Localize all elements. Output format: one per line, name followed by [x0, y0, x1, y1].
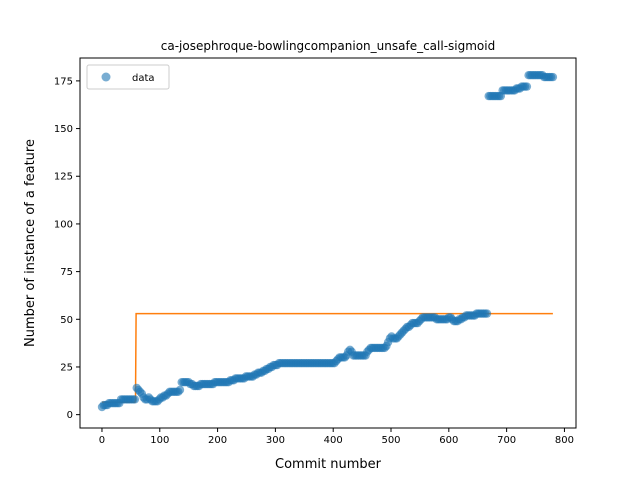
plot-area	[97, 71, 558, 412]
x-tick-label: 300	[266, 435, 285, 446]
axes-frame	[79, 57, 577, 429]
x-tick-label: 100	[150, 435, 169, 446]
data-point	[175, 385, 185, 395]
x-tick-label: 200	[208, 435, 227, 446]
data-point	[548, 72, 558, 82]
legend: data	[86, 64, 170, 90]
y-tick-label: 50	[60, 315, 73, 326]
legend-marker-data	[101, 72, 111, 82]
chart-title: ca-josephroque-bowlingcompanion_unsafe_c…	[161, 39, 495, 53]
y-tick-label: 175	[54, 76, 73, 87]
x-tick-label: 600	[439, 435, 458, 446]
x-tick-label: 700	[497, 435, 516, 446]
y-tick-label: 75	[60, 267, 73, 278]
x-tick-label: 400	[324, 435, 343, 446]
y-tick-label: 25	[60, 362, 73, 373]
data-point	[130, 395, 140, 404]
y-tick-label: 150	[54, 124, 73, 135]
legend-box	[86, 64, 170, 90]
y-tick-label: 100	[54, 219, 73, 230]
x-tick-label: 500	[381, 435, 400, 446]
x-tick-label: 0	[99, 435, 105, 446]
data-point	[482, 309, 492, 318]
x-axis-label: Commit number	[275, 457, 382, 472]
y-tick-label: 0	[67, 410, 73, 421]
y-axis-label: Number of instance of a feature	[23, 139, 38, 347]
y-tick-label: 125	[54, 172, 73, 183]
x-tick-label: 800	[555, 435, 574, 446]
legend-label-data: data	[132, 73, 155, 84]
axis-ticks: 0 100 200 300 400 500 600 700 800 0 25 50 75 100 125 15…	[54, 76, 574, 446]
data-point	[522, 82, 532, 91]
